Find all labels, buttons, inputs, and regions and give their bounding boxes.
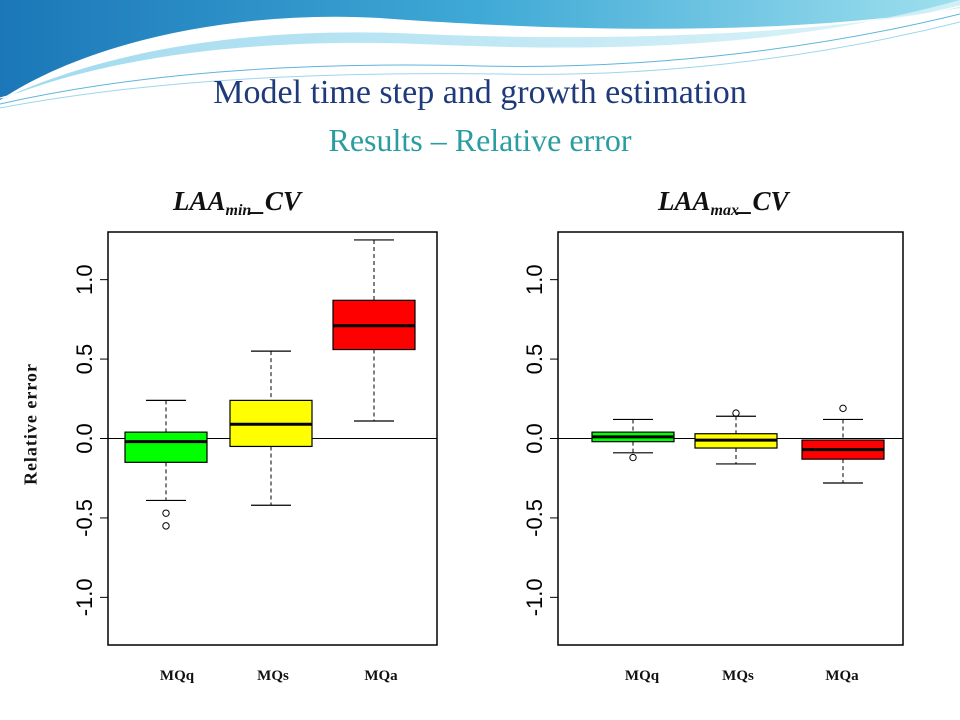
right-outlier — [732, 409, 740, 417]
right-outlier — [839, 404, 847, 413]
left-y-tick-label: 0.0 — [72, 423, 97, 454]
left-y-tick-label: 0.5 — [72, 344, 97, 375]
right-panel-title: LAAmax_CV — [658, 186, 789, 220]
right-category-label: MQa — [825, 668, 859, 684]
left-title-sub: min — [225, 202, 252, 219]
right-y-tick-label: 0.0 — [522, 423, 547, 454]
left-boxplot-chart: -1.0 -0.5 0.0 0.5 1.0 — [72, 231, 438, 646]
left-category-label: MQq — [159, 668, 195, 684]
left-y-tick-label: -0.5 — [72, 499, 97, 537]
left-category-label: MQa — [364, 668, 398, 684]
left-title-main: LAA — [173, 186, 226, 216]
right-plot-frame — [557, 231, 904, 646]
right-y-tick-label: 0.5 — [522, 344, 547, 375]
slide-subtitle: Results – Relative error — [328, 122, 632, 158]
left-y-tick-label: -1.0 — [72, 578, 97, 616]
left-y-tick-label: 1.0 — [72, 264, 97, 295]
right-y-tick-label: -1.0 — [522, 578, 547, 616]
left-title-suffix: _CV — [251, 186, 301, 216]
right-title-suffix: _CV — [738, 186, 789, 216]
right-y-tick-label: 1.0 — [522, 264, 547, 295]
right-category-label: MQs — [722, 668, 754, 684]
right-y-tick-label: -0.5 — [522, 499, 547, 537]
y-axis-label: Relative error — [20, 362, 41, 486]
right-category-label: MQq — [624, 668, 660, 684]
right-title-main: LAA — [658, 186, 711, 216]
right-boxplot-chart: -1.0 -0.5 0.0 0.5 1.0 — [522, 231, 904, 646]
header-wave-decoration — [0, 0, 960, 109]
left-outlier — [162, 522, 170, 530]
left-panel-title: LAAmin_CV — [173, 186, 301, 220]
right-outlier — [629, 453, 637, 462]
slide-title: Model time step and growth estimation — [213, 74, 747, 111]
left-outlier — [162, 509, 170, 517]
right-title-sub: max — [710, 202, 739, 219]
left-box-MQq — [124, 431, 208, 463]
left-category-label: MQs — [257, 668, 289, 684]
left-plot-frame — [107, 231, 438, 646]
